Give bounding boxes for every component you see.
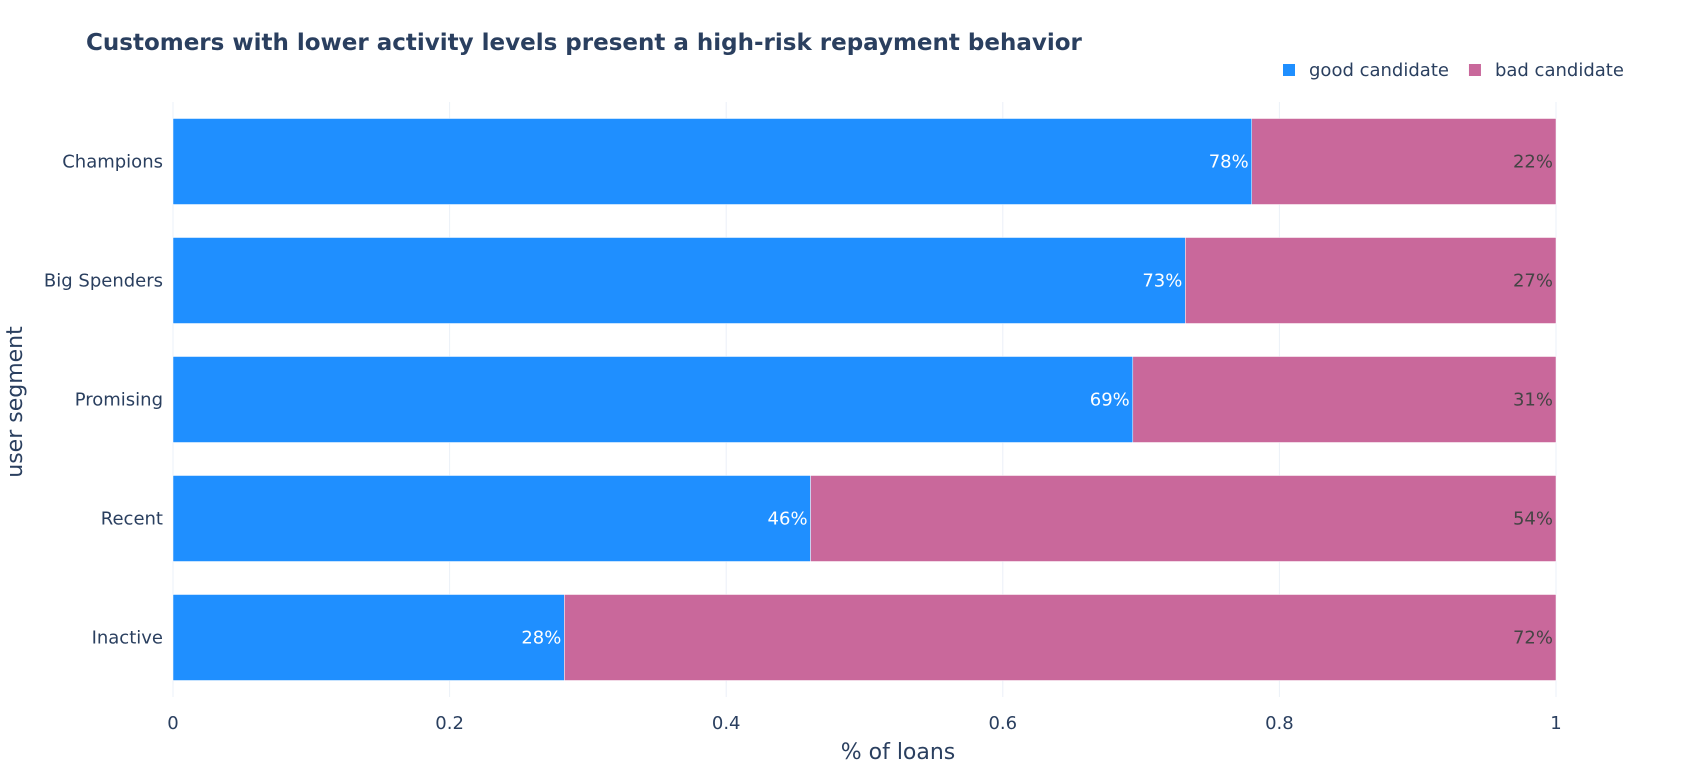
bars-group xyxy=(172,118,1557,681)
data-label-bad-candidate-1: 27% xyxy=(1513,271,1553,292)
y-tick-label-4: Inactive xyxy=(92,628,163,649)
data-label-good-candidate-2: 69% xyxy=(1090,390,1130,411)
bar-bad-candidate-2[interactable] xyxy=(1132,356,1557,443)
bar-bad-candidate-4[interactable] xyxy=(564,594,1557,681)
bar-good-candidate-3[interactable] xyxy=(172,475,811,562)
bar-bad-candidate-1[interactable] xyxy=(1185,237,1557,324)
data-labels-group: 78% 22% 73% 27% 69% 31% 46% 54% 28% 72% xyxy=(521,152,1553,649)
data-label-bad-candidate-2: 31% xyxy=(1513,390,1553,411)
data-label-bad-candidate-0: 22% xyxy=(1513,152,1553,173)
data-label-bad-candidate-4: 72% xyxy=(1513,628,1553,649)
x-tick-label-3: 0.6 xyxy=(988,713,1017,734)
x-tick-label-4: 0.8 xyxy=(1265,713,1294,734)
legend-swatch-1[interactable] xyxy=(1468,64,1481,76)
legend-swatch-0[interactable] xyxy=(1283,64,1295,76)
bar-bad-candidate-3[interactable] xyxy=(810,475,1557,562)
y-tick-label-1: Big Spenders xyxy=(44,271,163,292)
x-axis-tick-labels: 0 0.2 0.4 0.6 0.8 1 xyxy=(167,713,1561,734)
bar-good-candidate-2[interactable] xyxy=(172,356,1134,443)
legend: good candidate bad candidate xyxy=(1283,60,1624,81)
y-tick-label-3: Recent xyxy=(101,509,163,530)
data-label-good-candidate-0: 78% xyxy=(1209,152,1249,173)
data-label-good-candidate-1: 73% xyxy=(1142,271,1182,292)
data-label-bad-candidate-3: 54% xyxy=(1513,509,1553,530)
bar-bad-candidate-0[interactable] xyxy=(1251,118,1557,205)
y-axis-tick-labels: Champions Big Spenders Promising Recent Inac… xyxy=(44,152,163,649)
x-tick-label-5: 1 xyxy=(1550,713,1561,734)
bar-good-candidate-0[interactable] xyxy=(172,118,1252,205)
y-tick-label-2: Promising xyxy=(75,390,163,411)
x-axis-title: % of loans xyxy=(841,740,956,765)
data-label-good-candidate-3: 46% xyxy=(768,509,808,530)
data-label-good-candidate-4: 28% xyxy=(521,628,561,649)
legend-label-0[interactable]: good candidate xyxy=(1309,60,1449,81)
x-tick-label-0: 0 xyxy=(167,713,178,734)
y-tick-label-0: Champions xyxy=(62,152,163,173)
legend-label-1[interactable]: bad candidate xyxy=(1495,60,1624,81)
x-tick-label-1: 0.2 xyxy=(435,713,464,734)
bar-good-candidate-1[interactable] xyxy=(172,237,1186,324)
bar-good-candidate-4[interactable] xyxy=(172,594,565,681)
chart-title: Customers with lower activity levels pre… xyxy=(86,30,1083,56)
y-axis-title: user segment xyxy=(3,326,28,478)
x-tick-label-2: 0.4 xyxy=(712,713,741,734)
